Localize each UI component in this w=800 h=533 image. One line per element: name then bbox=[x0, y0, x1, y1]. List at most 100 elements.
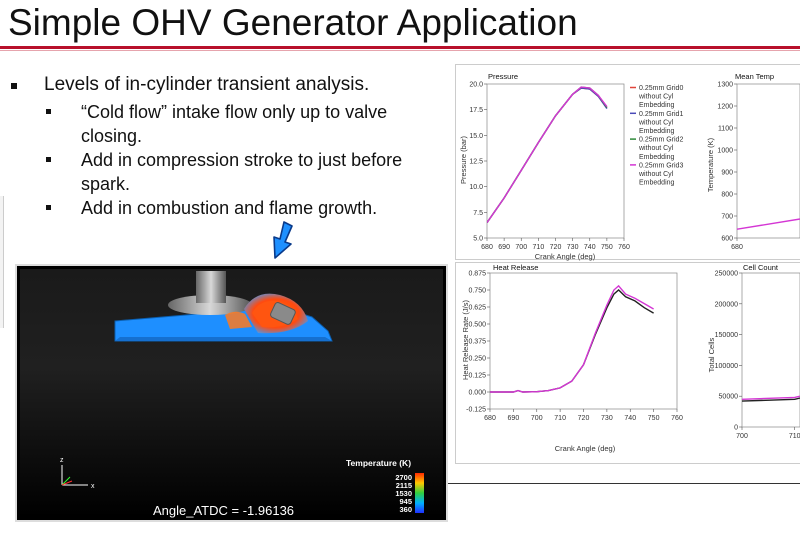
legend-entry: 0.25mm Grid0 bbox=[639, 85, 683, 92]
angle-readout: Angle_ATDC = -1.96136 bbox=[153, 503, 294, 518]
legend-entry: Embedding bbox=[639, 128, 675, 135]
y-tick-label: 50000 bbox=[719, 394, 739, 401]
x-tick-label: 730 bbox=[601, 415, 613, 422]
y-tick-label: 1000 bbox=[717, 148, 733, 155]
cfd-geometry: z x Temperature (K) 2700 2115 1530 945 3… bbox=[60, 271, 424, 518]
y-tick-label: 800 bbox=[721, 192, 733, 199]
x-tick-label: 760 bbox=[618, 244, 630, 251]
x-axis-label: Crank Angle (deg) bbox=[535, 252, 596, 261]
legend-entry: Embedding bbox=[639, 154, 675, 161]
y-tick-label: 0.625 bbox=[468, 305, 486, 312]
chart-title: Mean Temp bbox=[735, 72, 774, 81]
y-tick-label: 17.5 bbox=[469, 107, 483, 114]
bullet-level2: Add in compression stroke to just before bbox=[81, 150, 403, 170]
legend-value: 945 bbox=[399, 497, 412, 506]
y-tick-label: 0.125 bbox=[468, 373, 486, 380]
legend-entry: Embedding bbox=[639, 102, 675, 109]
offscreen-panel-edge bbox=[0, 196, 4, 328]
x-tick-label: 680 bbox=[731, 244, 743, 251]
y-tick-label: 5.0 bbox=[473, 236, 483, 243]
y-axis-label: Pressure (bar) bbox=[459, 136, 468, 184]
legend-value: 2700 bbox=[395, 473, 412, 482]
legend-entry: 0.25mm Grid1 bbox=[639, 111, 683, 118]
x-tick-label: 710 bbox=[554, 415, 566, 422]
legend-title: Temperature (K) bbox=[346, 458, 411, 468]
x-tick-label: 700 bbox=[531, 415, 543, 422]
y-tick-label: 0.250 bbox=[468, 356, 486, 363]
y-tick-label: 0.750 bbox=[468, 288, 486, 295]
y-tick-label: 0.000 bbox=[468, 390, 486, 397]
x-tick-label: 700 bbox=[736, 433, 748, 440]
slide-title: Simple OHV Generator Application bbox=[8, 2, 578, 43]
legend-entry: without Cyl bbox=[638, 94, 674, 101]
y-tick-label: 700 bbox=[721, 214, 733, 221]
legend-value: 1530 bbox=[395, 489, 412, 498]
y-tick-label: 600 bbox=[721, 236, 733, 243]
legend-entry: Embedding bbox=[639, 180, 675, 187]
y-tick-label: 10.0 bbox=[469, 184, 483, 191]
x-tick-label: 680 bbox=[484, 415, 496, 422]
bullet-marker bbox=[46, 109, 51, 114]
title-divider bbox=[0, 46, 800, 49]
legend-entry: without Cyl bbox=[638, 171, 674, 178]
plot-frame bbox=[741, 272, 800, 428]
x-tick-label: 750 bbox=[648, 415, 660, 422]
bullet-level2-cont: spark. bbox=[81, 174, 131, 194]
y-tick-label: 7.5 bbox=[473, 210, 483, 217]
x-tick-label: 700 bbox=[515, 244, 527, 251]
y-tick-label: 0.875 bbox=[468, 271, 486, 278]
axis-x-label: x bbox=[91, 483, 95, 490]
legend-entry: 0.25mm Grid2 bbox=[639, 137, 683, 144]
bullet-marker bbox=[46, 205, 51, 210]
x-tick-label: 760 bbox=[671, 415, 683, 422]
temperature-colorbar bbox=[415, 473, 424, 513]
y-tick-label: 12.5 bbox=[469, 159, 483, 166]
x-tick-label: 680 bbox=[481, 244, 493, 251]
plot-frame bbox=[489, 272, 678, 410]
y-tick-label: 100000 bbox=[715, 363, 738, 370]
plot-frame bbox=[736, 83, 800, 239]
legend-entry: without Cyl bbox=[638, 145, 674, 152]
y-tick-label: 0 bbox=[734, 425, 738, 432]
bullet-marker bbox=[11, 83, 17, 89]
y-axis-label: Temperature (K) bbox=[706, 137, 715, 192]
bullet-marker bbox=[46, 157, 51, 162]
legend-entry: without Cyl bbox=[638, 119, 674, 126]
y-tick-label: 0.500 bbox=[468, 322, 486, 329]
y-axis-label: Total Cells bbox=[707, 337, 716, 372]
y-tick-label: -0.125 bbox=[466, 407, 486, 414]
y-tick-label: 15.0 bbox=[469, 133, 483, 140]
chart-title: Cell Count bbox=[743, 263, 779, 272]
y-tick-label: 1300 bbox=[717, 82, 733, 89]
arrow-down-icon bbox=[273, 221, 293, 259]
cfd-render-panel: z x Temperature (K) 2700 2115 1530 945 3… bbox=[15, 264, 448, 522]
legend-value: 2115 bbox=[396, 481, 412, 490]
legend-entry: 0.25mm Grid3 bbox=[639, 162, 683, 169]
y-axis-label: Heat Release Rate (J/s) bbox=[461, 299, 470, 380]
x-tick-label: 710 bbox=[533, 244, 545, 251]
x-tick-label: 720 bbox=[578, 415, 590, 422]
y-tick-label: 1200 bbox=[717, 104, 733, 111]
series-line bbox=[487, 86, 608, 223]
axis-z-label: z bbox=[60, 457, 64, 464]
bullet-level1: Levels of in-cylinder transient analysis… bbox=[44, 74, 370, 95]
plot-frame bbox=[486, 83, 625, 239]
x-tick-label: 740 bbox=[584, 244, 596, 251]
x-tick-label: 720 bbox=[550, 244, 562, 251]
series-line bbox=[737, 218, 800, 230]
x-tick-label: 690 bbox=[498, 244, 510, 251]
y-tick-label: 250000 bbox=[715, 271, 738, 278]
chart-title: Heat Release bbox=[493, 263, 538, 272]
y-tick-label: 150000 bbox=[715, 332, 738, 339]
bullet-level2: “Cold flow” intake flow only up to valve bbox=[81, 102, 388, 122]
x-tick-label: 750 bbox=[601, 244, 613, 251]
y-tick-label: 900 bbox=[721, 170, 733, 177]
series-line bbox=[742, 395, 800, 400]
y-tick-label: 200000 bbox=[715, 301, 738, 308]
x-tick-label: 710 bbox=[789, 433, 800, 440]
title-divider-shadow bbox=[0, 50, 800, 51]
bullet-level2: Add in combustion and flame growth. bbox=[81, 198, 378, 218]
x-tick-label: 690 bbox=[508, 415, 520, 422]
series-line bbox=[490, 284, 654, 393]
